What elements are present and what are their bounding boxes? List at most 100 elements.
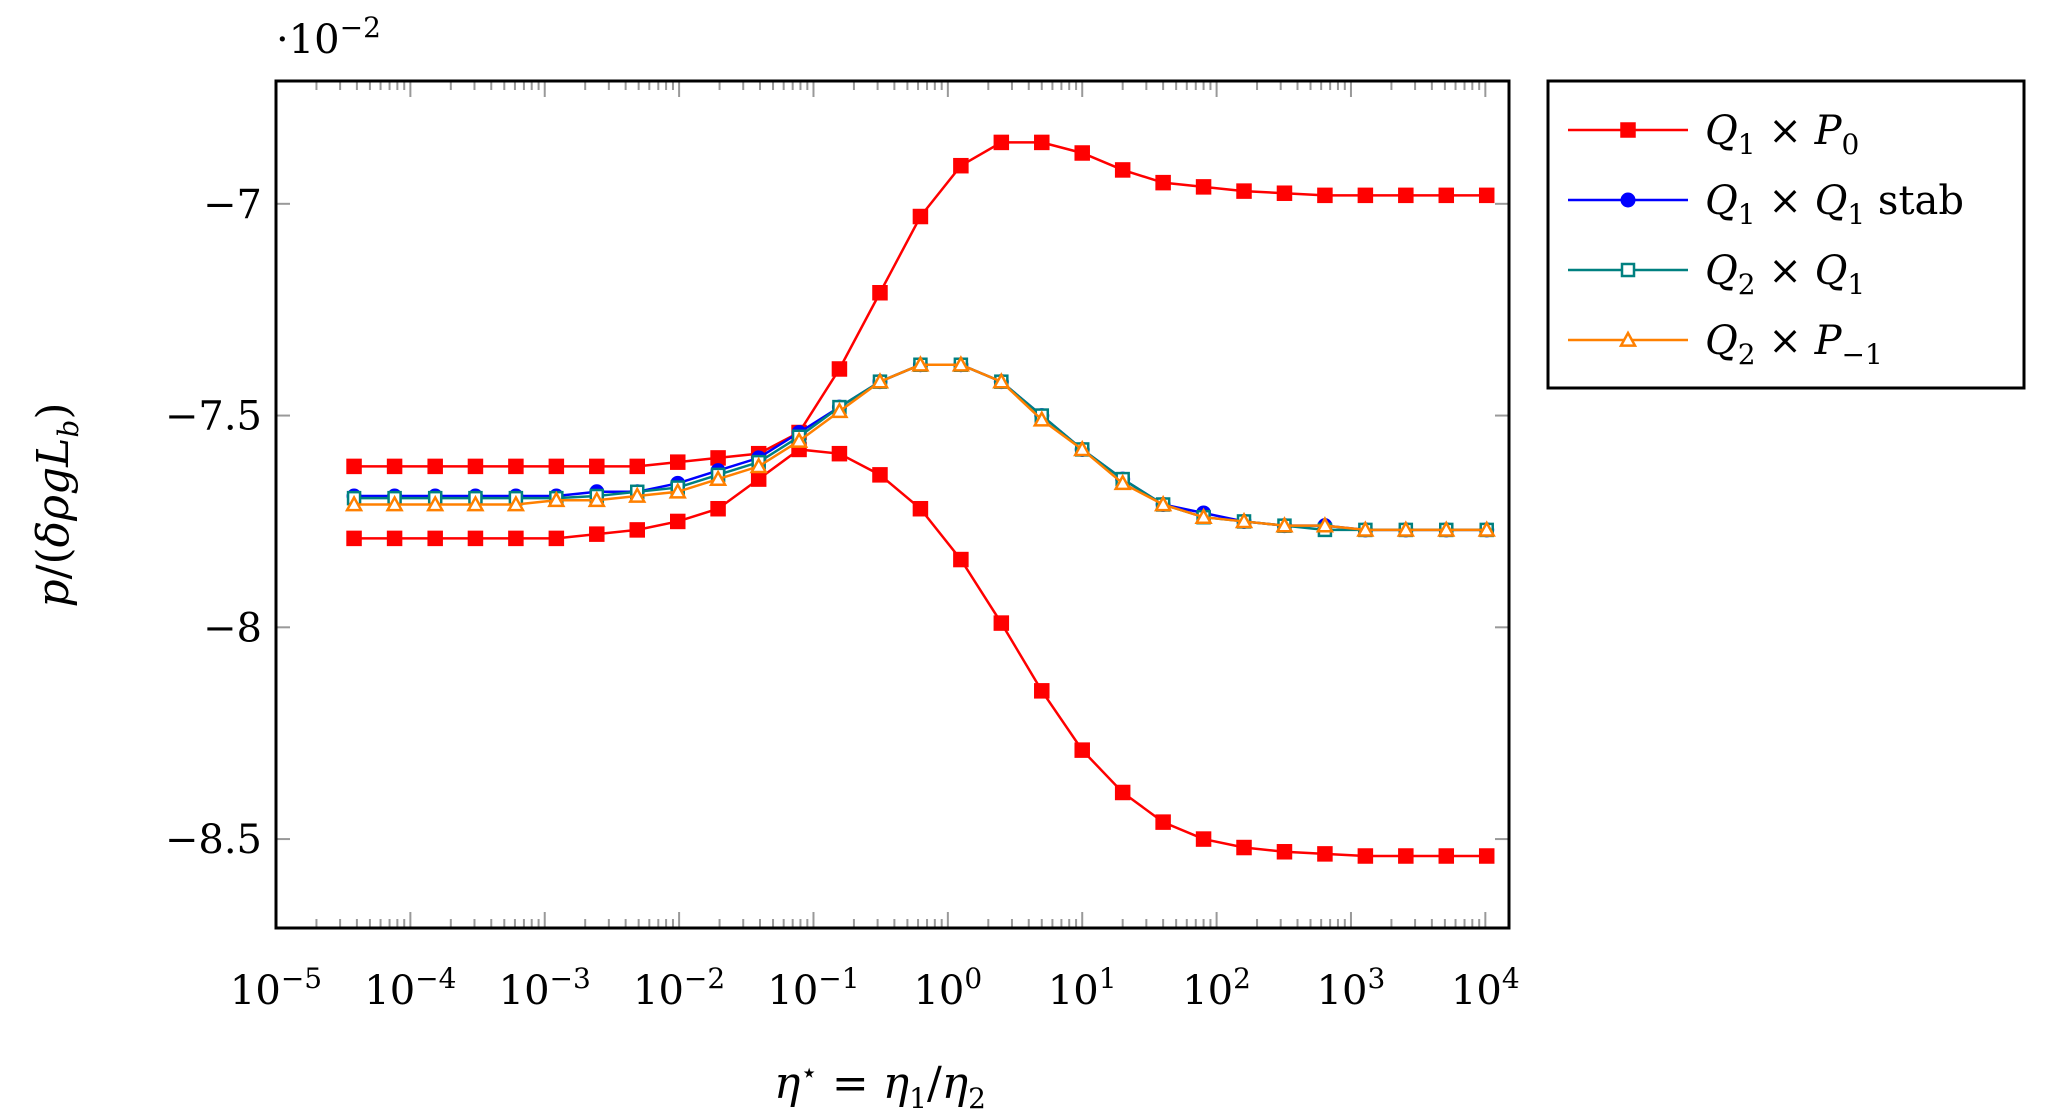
data-point [547, 490, 566, 508]
data-point [1398, 848, 1414, 864]
data-point [589, 458, 605, 475]
data-point [670, 513, 686, 530]
data-point [870, 372, 890, 389]
data-point [427, 530, 443, 547]
data-point [628, 486, 647, 503]
y-axis-ticks: −7 −7.5 −8 −8.5 [165, 182, 1509, 863]
x-tick-label: 10−5 [230, 962, 322, 1014]
y-axis-label: p/(δρgLb) [28, 402, 85, 607]
data-point [912, 500, 929, 517]
data-point [1234, 511, 1254, 529]
legend-entry: Q1 × Q1 stab [1568, 178, 1964, 231]
legend-entry: Q2 × Q1 [1568, 248, 1865, 301]
data-point [1437, 520, 1456, 537]
x-tick-label: 101 [1048, 962, 1117, 1014]
data-point [1113, 473, 1132, 491]
series-4 [344, 355, 1496, 537]
data-point [1195, 179, 1212, 195]
data-point [912, 208, 929, 225]
data-point [1478, 187, 1495, 204]
data-point [710, 500, 726, 517]
data-point [1275, 516, 1294, 533]
y-multiplier-label: ·10−2 [276, 11, 381, 63]
x-tick-label: 104 [1451, 962, 1520, 1014]
data-point [1155, 174, 1171, 191]
series-0 [346, 134, 1495, 475]
legend-swatch-marker [1620, 192, 1636, 208]
y-tick-label: −7.5 [165, 394, 262, 440]
x-tick-label: 103 [1317, 962, 1386, 1014]
data-point [548, 458, 565, 475]
legend-swatch-marker [1620, 122, 1636, 138]
data-point [506, 494, 526, 512]
data-point [1194, 507, 1213, 525]
data-point [830, 401, 849, 419]
data-point [346, 530, 362, 547]
data-point [1154, 494, 1173, 512]
data-point [911, 355, 930, 372]
data-point [951, 355, 971, 372]
data-point [548, 530, 565, 547]
data-point [668, 482, 687, 499]
data-point [992, 372, 1011, 389]
data-point [1477, 520, 1496, 537]
data-point [467, 458, 484, 475]
legend-label: Q1 × P0 [1705, 108, 1859, 161]
data-point [1396, 520, 1415, 537]
x-tick-label: 100 [913, 962, 982, 1014]
data-point [1357, 848, 1374, 864]
series-layer [344, 134, 1496, 864]
legend-swatch-marker [1618, 330, 1638, 347]
data-point [1034, 683, 1050, 699]
x-axis-ticks: 10−5 10−4 10−3 10−2 10−1 100 101 102 103 104 [230, 81, 1520, 1014]
series-line [354, 141, 1487, 468]
data-point [953, 551, 969, 568]
data-point [508, 458, 524, 475]
x-axis-label: η⋆ = η1/η2 [774, 1056, 986, 1115]
legend-label: Q2 × Q1 [1705, 248, 1865, 301]
data-point [1438, 187, 1455, 204]
data-point [426, 494, 445, 512]
data-point [710, 450, 726, 466]
data-point [1195, 831, 1212, 847]
data-point [872, 285, 888, 301]
data-point [1236, 183, 1252, 199]
data-point [508, 530, 524, 547]
data-point [427, 458, 443, 475]
data-point [1276, 844, 1293, 860]
legend-label: Q1 × Q1 stab [1705, 178, 1964, 231]
y-tick-label: −7 [203, 182, 262, 228]
data-point [1236, 839, 1252, 856]
data-point [589, 526, 605, 542]
data-point [789, 431, 809, 448]
data-point [467, 530, 484, 547]
data-point [1073, 439, 1092, 457]
data-point [831, 445, 848, 462]
data-point [1398, 187, 1414, 204]
data-point [872, 467, 888, 483]
data-point [953, 157, 969, 174]
data-point [1114, 162, 1131, 178]
data-point [1315, 516, 1335, 533]
x-tick-label: 102 [1182, 962, 1251, 1014]
y-tick-label: −8 [203, 605, 262, 651]
legend-label: Q2 × P−1 [1705, 318, 1883, 371]
data-point [1155, 814, 1171, 830]
data-point [344, 494, 364, 512]
data-point [1317, 187, 1333, 204]
x-tick-label: 10−3 [499, 962, 591, 1014]
x-tick-label: 10−1 [767, 962, 859, 1014]
data-point [386, 530, 403, 547]
data-point [1356, 520, 1375, 537]
data-point [1438, 848, 1455, 864]
legend-entry: Q1 × P0 [1568, 108, 1859, 161]
legend-entries: Q1 × P0 Q1 × Q1 stab Q2 × Q1 Q2 × P−1 [1568, 108, 1964, 371]
data-point [1357, 187, 1374, 204]
data-point [466, 494, 485, 512]
y-tick-label: −8.5 [165, 817, 262, 863]
legend-swatch-marker [1620, 262, 1636, 278]
data-point [386, 458, 403, 475]
data-point [385, 494, 404, 512]
data-point [346, 458, 362, 475]
